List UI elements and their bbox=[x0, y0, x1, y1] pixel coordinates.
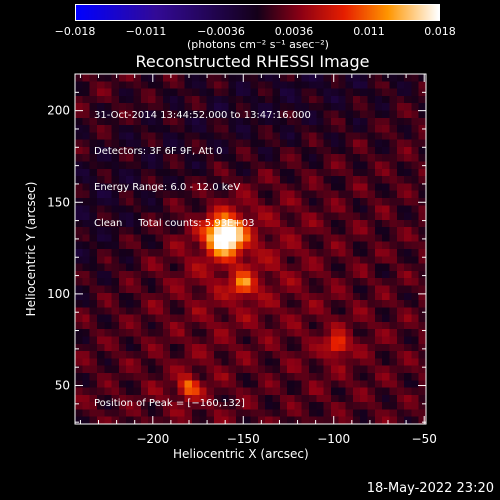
x-tick-label: −100 bbox=[317, 432, 350, 446]
y-tick-label: 50 bbox=[55, 379, 70, 393]
observation-info: 31-Oct-2014 13:44:52.000 to 13:47:16.000… bbox=[94, 86, 311, 242]
x-axis-label: Heliocentric X (arcsec) bbox=[173, 447, 309, 461]
y-axis-label: Heliocentric Y (arcsec) bbox=[24, 181, 38, 317]
chart-title: Reconstructed RHESSI Image bbox=[135, 52, 370, 71]
colorbar-unit-label: (photons cm⁻² s⁻¹ asec⁻²) bbox=[187, 38, 329, 51]
colorbar-tick-label: −0.011 bbox=[125, 25, 167, 38]
info-clean-counts: Clean Total counts: 5.93E+03 bbox=[94, 218, 255, 229]
colorbar-tick-label: −0.018 bbox=[54, 25, 96, 38]
colorbar-tick-label: 0.0036 bbox=[274, 25, 314, 38]
x-tick-label: −150 bbox=[227, 432, 260, 446]
colorbar-gradient bbox=[75, 4, 440, 21]
plot-frame bbox=[74, 73, 427, 425]
peak-position-label: Position of Peak = [−160,132] bbox=[94, 398, 245, 409]
info-time-range: 31-Oct-2014 13:44:52.000 to 13:47:16.000 bbox=[94, 110, 311, 121]
y-tick-label: 150 bbox=[47, 195, 70, 209]
rhessi-image-heatmap bbox=[75, 74, 426, 424]
info-detectors: Detectors: 3F 6F 9F, Att 0 bbox=[94, 146, 223, 157]
info-energy-range: Energy Range: 6.0 - 12.0 keV bbox=[94, 182, 241, 193]
y-tick-label: 200 bbox=[47, 104, 70, 118]
colorbar-tick-label: −0.0036 bbox=[197, 25, 245, 38]
x-tick-label: −50 bbox=[412, 432, 437, 446]
x-tick-label: −200 bbox=[136, 432, 169, 446]
colorbar-tick-label: 0.011 bbox=[353, 25, 385, 38]
y-tick-label: 100 bbox=[47, 287, 70, 301]
footer-timestamp: 18-May-2022 23:20 bbox=[366, 481, 494, 496]
colorbar-tick-label: 0.018 bbox=[424, 25, 456, 38]
